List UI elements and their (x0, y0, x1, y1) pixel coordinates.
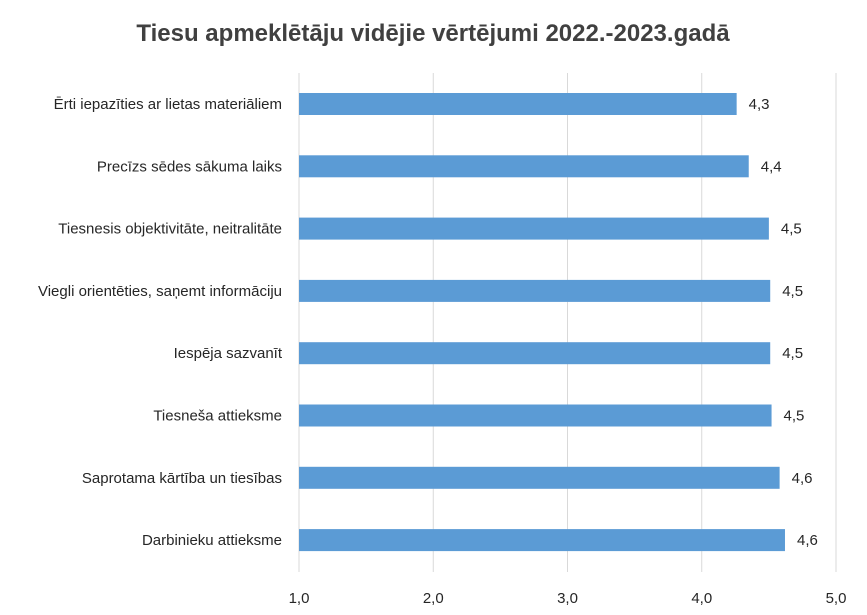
data-label: 4,5 (781, 221, 802, 238)
category-label: Precīzs sēdes sākuma laiks (97, 158, 282, 175)
data-label: 4,5 (782, 283, 803, 300)
data-label: 4,5 (784, 408, 805, 425)
bar (299, 529, 785, 552)
gridlines (298, 73, 837, 572)
category-label: Saprotama kārtība un tiesības (82, 470, 282, 487)
bar (299, 279, 771, 302)
chart-title: Tiesu apmeklētāju vidējie vērtējumi 2022… (136, 20, 730, 47)
x-tick-label: 1,0 (289, 590, 310, 607)
category-label: Darbinieku attieksme (142, 532, 282, 549)
bar (299, 466, 780, 489)
category-label: Ērti iepazīties ar lietas materiāliem (54, 96, 282, 113)
x-axis-tick-labels: 1,0 2,0 3,0 4,0 5,0 (289, 590, 847, 607)
bar (299, 155, 749, 178)
data-label: 4,4 (761, 158, 782, 175)
bars (299, 93, 785, 552)
data-label: 4,6 (797, 532, 818, 549)
x-tick-label: 3,0 (557, 590, 578, 607)
x-tick-label: 5,0 (826, 590, 847, 607)
category-label: Tiesnesis objektivitāte, neitralitāte (58, 221, 282, 238)
bar (299, 342, 771, 365)
category-label: Iespēja sazvanīt (174, 345, 283, 362)
category-label: Viegli orientēties, saņemt informāciju (38, 283, 282, 300)
data-label: 4,3 (749, 96, 770, 113)
bar (299, 404, 772, 427)
category-label: Tiesneša attieksme (153, 408, 282, 425)
data-label: 4,5 (782, 345, 803, 362)
bar (299, 217, 769, 240)
bar (299, 93, 737, 115)
category-labels: Ērti iepazīties ar lietas materiāliem Pre… (38, 96, 283, 549)
value-labels: 4,3 4,4 4,5 4,5 4,5 4,5 4,6 4,6 (749, 96, 818, 549)
x-tick-label: 4,0 (691, 590, 712, 607)
data-label: 4,6 (792, 470, 813, 487)
x-tick-label: 2,0 (423, 590, 444, 607)
